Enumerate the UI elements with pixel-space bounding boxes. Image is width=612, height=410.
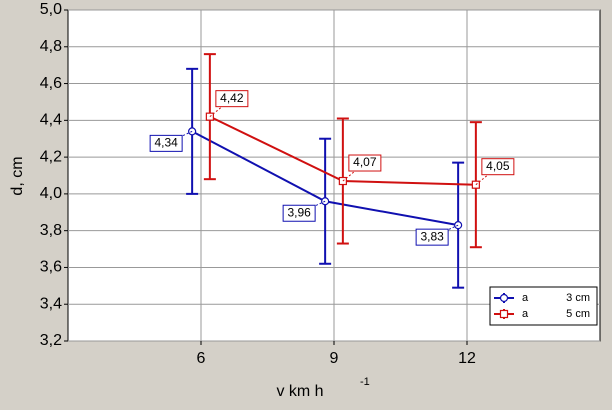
legend-label: 3 cm (566, 292, 590, 304)
y-tick-label: 4,4 (40, 112, 62, 129)
label-leader (475, 166, 499, 186)
value-label: 3,96 (287, 205, 311, 219)
x-axis-label: v km h (276, 383, 323, 400)
value-label-box (149, 134, 183, 152)
y-tick-label: 4,2 (40, 148, 62, 165)
y-tick-label: 3,6 (40, 259, 62, 276)
x-tick-label: 9 (330, 350, 339, 367)
value-label: 3,83 (420, 229, 444, 243)
x-tick-label: 12 (458, 350, 476, 367)
y-tick-label: 3,8 (40, 222, 62, 239)
value-label-box (415, 228, 449, 246)
y-tick-label: 4,0 (40, 185, 62, 202)
label-leader (165, 130, 193, 144)
label-leader (209, 98, 233, 118)
value-label-box (282, 204, 316, 222)
label-leader (431, 224, 459, 238)
value-label-box (215, 90, 249, 108)
y-tick-label: 3,4 (40, 295, 62, 312)
legend-prefix: a (522, 292, 529, 304)
legend-box (489, 286, 598, 326)
label-leader (298, 200, 326, 214)
value-label-box (348, 154, 382, 172)
y-tick-label: 3,2 (40, 332, 62, 349)
label-leader (342, 162, 366, 182)
value-label: 4,34 (154, 136, 178, 150)
y-tick-label: 4,6 (40, 75, 62, 92)
legend-marker (499, 293, 509, 303)
value-label: 4,05 (486, 159, 510, 173)
x-axis-label-superscript: -1 (360, 376, 370, 388)
legend-prefix: a (522, 308, 529, 320)
value-label: 4,42 (220, 91, 244, 105)
legend-marker (499, 309, 509, 319)
value-label: 4,07 (353, 155, 377, 169)
legend-label: 5 cm (566, 308, 590, 320)
y-tick-label: 4,8 (40, 38, 62, 55)
y-tick-label: 5,0 (40, 1, 62, 18)
value-label-box (481, 158, 515, 176)
x-tick-label: 6 (197, 350, 206, 367)
y-axis-label: d, cm (9, 156, 26, 195)
